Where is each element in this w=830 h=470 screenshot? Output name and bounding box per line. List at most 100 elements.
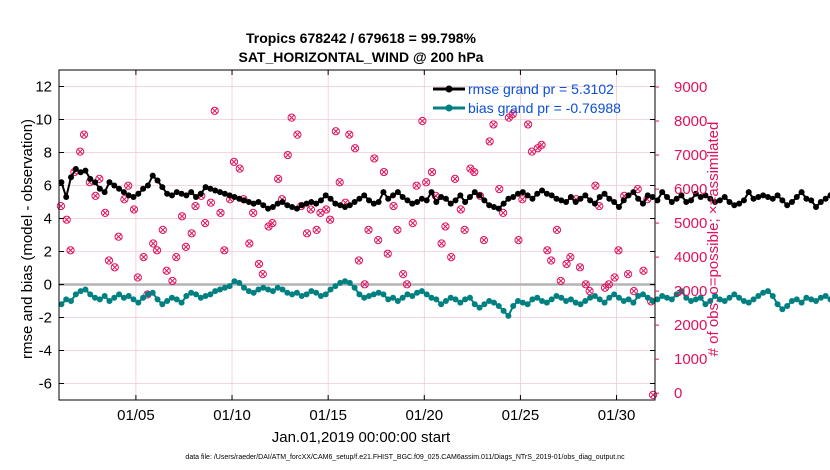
series-point — [755, 293, 762, 300]
series-point — [740, 298, 747, 304]
series-point — [606, 195, 613, 202]
series-point — [567, 194, 574, 201]
series-point — [798, 189, 805, 196]
obs-assimilated-marker — [115, 233, 122, 240]
series-point — [505, 312, 512, 319]
series-point — [404, 197, 411, 204]
series-point — [572, 299, 579, 306]
series-point — [534, 294, 541, 301]
obs-possible-marker — [322, 205, 331, 214]
obs-assimilated-marker — [461, 226, 468, 233]
obs-possible-marker — [235, 164, 244, 173]
series-point — [553, 293, 560, 300]
series-point — [697, 194, 704, 201]
series-point — [582, 192, 589, 199]
series-point — [130, 194, 137, 201]
series-point — [173, 189, 180, 196]
series-point — [308, 199, 315, 205]
obs-possible-marker — [79, 130, 89, 139]
obs-assimilated-marker — [154, 247, 161, 254]
series-point — [500, 307, 507, 314]
series-point — [563, 199, 570, 205]
series-point — [779, 306, 786, 313]
obs-assimilated-marker — [121, 196, 128, 203]
series-point — [414, 199, 421, 205]
series-point — [106, 179, 113, 186]
series-point — [798, 299, 805, 306]
obs-assimilated-marker — [173, 254, 180, 261]
series-point — [808, 197, 815, 204]
series-point — [269, 288, 276, 295]
series-point — [96, 296, 103, 303]
obs-assimilated-marker — [77, 148, 84, 155]
series-point — [92, 294, 99, 301]
obs-assimilated-marker — [352, 145, 359, 152]
series-point — [519, 189, 526, 196]
series-point — [673, 291, 680, 298]
series-point — [207, 291, 214, 298]
series-point — [442, 195, 449, 202]
y-tick-label: -6 — [39, 376, 52, 393]
obs-possible-marker — [104, 256, 114, 265]
series-point — [418, 195, 425, 202]
series-point — [515, 190, 522, 197]
obs-possible-marker — [360, 280, 369, 289]
obs-assimilated-marker — [255, 260, 262, 267]
x-gridlines — [135, 70, 617, 400]
series-point — [558, 294, 565, 301]
obs-possible-marker — [508, 110, 517, 119]
series-point — [707, 298, 714, 304]
series-point — [476, 192, 483, 199]
x-tick-label: 01/20 — [406, 407, 444, 424]
legend: rmse grand pr = 5.3102 bias grand pr = -… — [433, 81, 621, 116]
series-point — [188, 189, 195, 196]
obs-possible-marker — [412, 181, 421, 190]
obs-assimilated-marker — [457, 206, 464, 213]
series-point — [803, 294, 810, 301]
series-point — [241, 197, 248, 204]
series-point — [116, 291, 123, 298]
obs-possible-marker — [524, 120, 533, 129]
series-point — [361, 294, 368, 301]
series-point — [673, 195, 680, 202]
series-point — [678, 288, 685, 295]
series-point — [788, 298, 795, 304]
obs-assimilated-marker — [563, 260, 570, 267]
series-point — [817, 294, 824, 301]
x-tick-label: 01/25 — [502, 407, 540, 424]
series-point — [635, 195, 642, 202]
obs-possible-marker — [287, 113, 296, 122]
y-tick-label: -4 — [39, 343, 52, 360]
chart-subtitle: SAT_HORIZONTAL_WIND @ 200 hPa — [239, 49, 484, 65]
series-point — [284, 202, 291, 209]
series-point — [164, 190, 171, 197]
series-point — [433, 199, 440, 205]
obs-assimilated-marker — [448, 254, 455, 261]
series-point — [620, 197, 627, 204]
obs-possible-marker — [447, 253, 456, 262]
y-tick-label: 10 — [35, 112, 52, 129]
series-point — [375, 199, 382, 205]
series-point — [678, 192, 685, 199]
series-point — [63, 296, 70, 303]
series-point — [755, 194, 762, 201]
series-point — [293, 289, 300, 296]
series-point — [822, 195, 829, 202]
series-point — [567, 296, 574, 303]
series-point — [659, 293, 666, 300]
obs-assimilated-marker — [538, 141, 545, 148]
obs-possible-marker — [149, 239, 158, 248]
obs-possible-marker — [91, 191, 100, 200]
obs-possible-marker — [639, 266, 648, 275]
y2-tick-label: 2000 — [674, 317, 707, 334]
series-point — [476, 304, 483, 311]
y-gridlines — [59, 86, 655, 384]
series-point — [495, 205, 502, 212]
series-point — [822, 293, 829, 300]
series-point — [404, 291, 411, 298]
series-point — [510, 302, 517, 309]
series-point — [366, 293, 373, 300]
series-point — [197, 294, 204, 301]
series-point — [481, 301, 488, 308]
series-point — [82, 286, 89, 293]
